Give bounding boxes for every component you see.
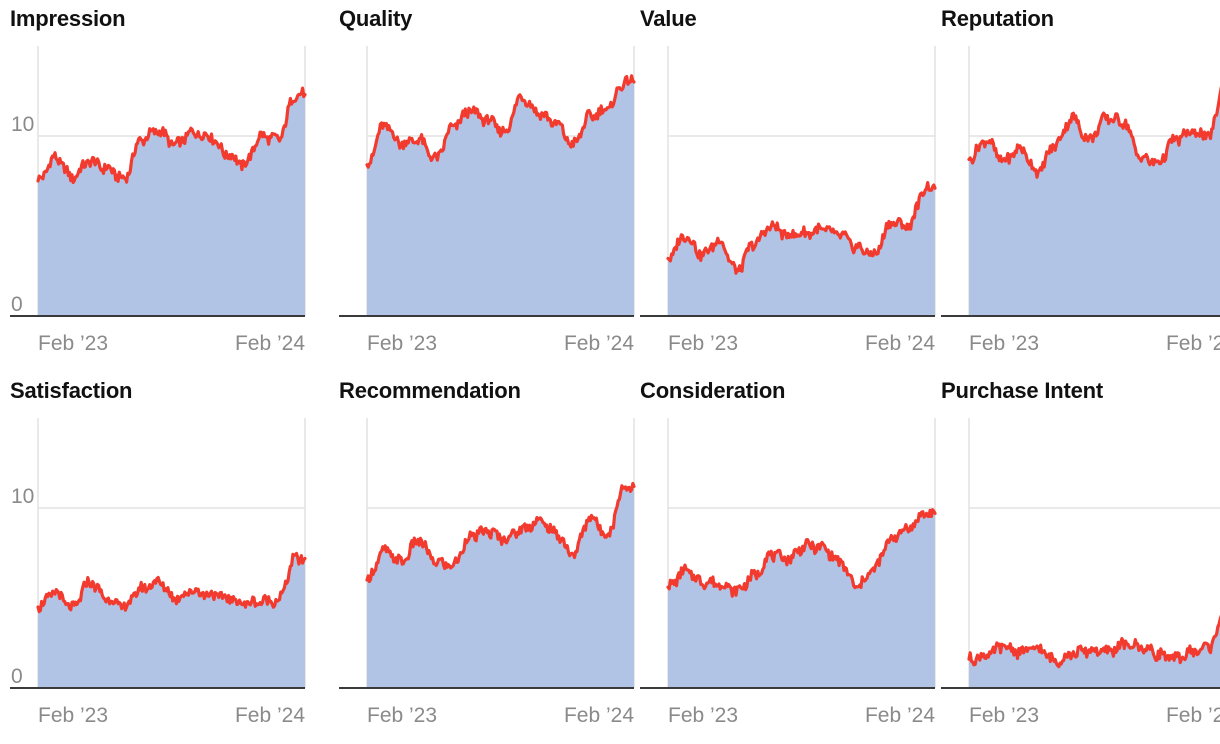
- x-tick-label: Feb ’23: [969, 332, 1039, 355]
- series-line: [666, 181, 937, 275]
- chart-plot-purchase-intent: Feb ’23 Feb ’24: [941, 418, 1220, 727]
- x-tick-label: Feb ’23: [969, 704, 1039, 727]
- chart-plot-satisfaction: 0 10 Feb ’23 Feb ’24: [10, 418, 307, 727]
- x-tick-label: Feb ’24: [1166, 332, 1220, 355]
- y-tick-label: 10: [11, 113, 34, 136]
- series-line: [36, 551, 307, 614]
- x-tick-label: Feb ’23: [367, 332, 437, 355]
- chart-title: Purchase Intent: [941, 378, 1104, 403]
- y-tick-label: 0: [11, 293, 23, 316]
- chart-title: Value: [640, 6, 697, 31]
- x-tick-label: Feb ’24: [235, 704, 305, 727]
- chart-panel-reputation: Reputation Feb ’23 Feb ’24: [931, 0, 1220, 372]
- chart-plot-consideration: Feb ’23 Feb ’24: [640, 418, 937, 727]
- series-line: [967, 614, 1220, 669]
- x-tick-label: Feb ’23: [668, 332, 738, 355]
- series-line: [365, 481, 636, 584]
- chart-title: Quality: [339, 6, 413, 31]
- x-tick-label: Feb ’24: [1166, 704, 1220, 727]
- x-tick-label: Feb ’23: [38, 704, 108, 727]
- series-area: [969, 94, 1220, 316]
- series-area: [668, 182, 935, 316]
- x-tick-label: Feb ’24: [865, 704, 935, 727]
- chart-plot-impression: 0 10 Feb ’23 Feb ’24: [10, 46, 307, 355]
- chart-panel-satisfaction: Satisfaction 0 10 Feb ’23 Feb ’24: [0, 372, 307, 744]
- y-tick-label: 0: [11, 665, 23, 688]
- series-line: [967, 85, 1220, 179]
- series-line: [365, 74, 636, 169]
- chart-plot-recommendation: Feb ’23 Feb ’24: [339, 418, 636, 727]
- series-area: [367, 483, 634, 688]
- x-tick-label: Feb ’24: [564, 704, 634, 727]
- series-area: [367, 75, 634, 316]
- chart-title: Recommendation: [339, 378, 521, 403]
- x-tick-label: Feb ’23: [38, 332, 108, 355]
- chart-panel-impression: Impression 0 10 Feb ’23 Feb ’24: [0, 0, 307, 372]
- chart-plot-reputation: Feb ’23 Feb ’24: [941, 46, 1220, 355]
- chart-panel-quality: Quality Feb ’23 Feb ’24: [329, 0, 636, 372]
- series-area: [38, 553, 305, 688]
- series-line: [666, 508, 937, 598]
- series-line: [36, 86, 307, 185]
- chart-title: Satisfaction: [10, 378, 133, 403]
- x-tick-label: Feb ’24: [564, 332, 634, 355]
- x-tick-label: Feb ’24: [865, 332, 935, 355]
- series-area: [668, 509, 935, 688]
- chart-panel-consideration: Consideration Feb ’23 Feb ’24: [630, 372, 937, 744]
- chart-title: Impression: [10, 6, 126, 31]
- chart-panel-recommendation: Recommendation Feb ’23 Feb ’24: [329, 372, 636, 744]
- x-tick-label: Feb ’23: [668, 704, 738, 727]
- chart-title: Reputation: [941, 6, 1054, 31]
- x-tick-label: Feb ’24: [235, 332, 305, 355]
- chart-panel-value: Value Feb ’23 Feb ’24: [630, 0, 937, 372]
- x-tick-label: Feb ’23: [367, 704, 437, 727]
- gridlines: [968, 418, 1220, 688]
- chart-panel-purchase-intent: Purchase Intent Feb ’23 Feb ’24: [931, 372, 1220, 744]
- chart-title: Consideration: [640, 378, 786, 403]
- series-area: [38, 88, 305, 316]
- series-area: [969, 619, 1220, 688]
- chart-plot-value: Feb ’23 Feb ’24: [640, 46, 937, 355]
- y-tick-label: 10: [11, 485, 34, 508]
- chart-plot-quality: Feb ’23 Feb ’24: [339, 46, 636, 355]
